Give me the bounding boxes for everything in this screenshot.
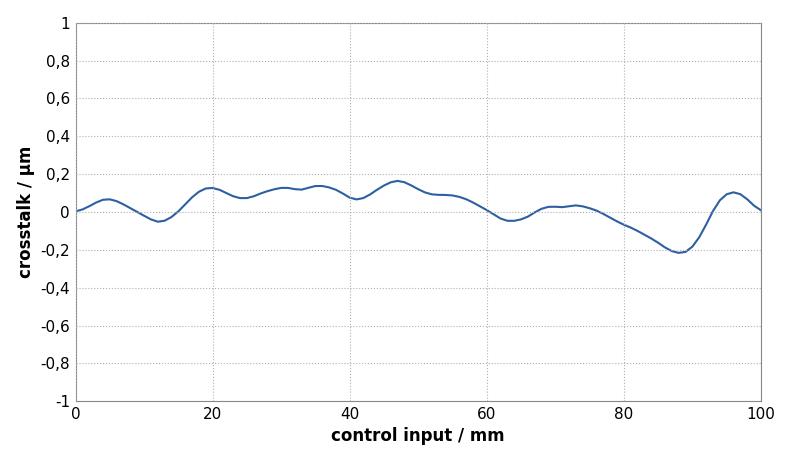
X-axis label: control input / mm: control input / mm — [331, 427, 505, 445]
Y-axis label: crosstalk / μm: crosstalk / μm — [17, 146, 35, 278]
